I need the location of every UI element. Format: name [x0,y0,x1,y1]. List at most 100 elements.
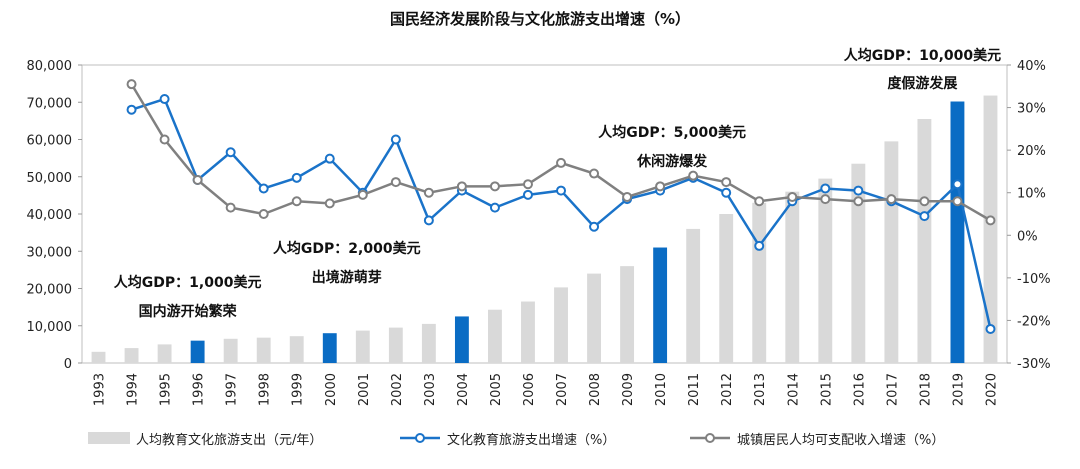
series-point [556,157,567,168]
bar [454,316,469,363]
series-point [258,209,269,219]
series-point [159,94,170,105]
series-point [192,174,203,185]
bar [256,337,271,363]
series-point [589,168,600,179]
x-tick-label: 2009 [621,373,636,406]
series-point [952,179,963,190]
series-point [754,196,765,207]
series-point [390,177,401,188]
x-tick-label: 2011 [687,373,702,406]
series-point [324,153,335,164]
annotation-label: 人均GDP：1,000美元 [114,274,262,291]
bar [851,163,866,363]
bar [554,287,568,363]
x-tick-label: 2020 [984,373,999,406]
series-point [423,187,434,198]
series-point [126,104,137,115]
bar [785,191,800,363]
right-tick-label: 30% [1017,102,1046,117]
annotation-label: 度假游发展 [887,75,957,92]
bar [587,273,601,363]
bar [91,351,106,363]
x-tick-label: 2016 [852,373,867,406]
bar [752,202,767,363]
bar [917,119,932,363]
series-point [787,191,798,202]
series-point [688,170,699,181]
legend-label: 人均教育文化旅游支出（元/年） [136,432,322,448]
series-point [291,196,302,207]
series-point [225,147,236,158]
bar [521,301,535,363]
annotation-label: 人均GDP：5,000美元 [598,124,746,141]
left-tick-label: 0 [64,357,72,372]
x-tick-label: 2014 [786,373,801,406]
legend-swatch-marker [705,433,715,443]
bar [322,333,337,363]
bar [223,338,238,363]
x-tick-label: 1993 [93,373,108,406]
bar [190,340,205,363]
series-point [423,215,434,226]
x-tick-label: 2000 [324,373,339,406]
bar [620,266,635,363]
left-axis: 0 10,000 20,000 30,000 40,000 50,000 60,000 70,… [27,59,82,372]
series-point [853,185,864,196]
right-tick-label: -30% [1017,357,1051,372]
bar [421,323,436,363]
x-tick-label: 1994 [126,373,141,406]
annotation-label: 人均GDP：2,000美元 [273,240,421,257]
annotation-label: 国内游开始繁荣 [139,303,238,320]
x-tick-label: 2018 [918,373,933,406]
series-point [820,194,831,205]
bar [355,330,370,363]
series-point [489,181,500,192]
line-series [126,79,996,334]
bar [884,141,899,363]
x-tick-label: 1995 [159,373,174,406]
right-tick-label: 0% [1017,229,1038,244]
series-point [324,198,335,209]
chart-title: 国民经济发展阶段与文化旅游支出增速（%） [390,10,690,28]
series-point [489,202,500,213]
bar [157,344,172,363]
annotation-label: 人均GDP：10,000美元 [844,47,1001,64]
right-tick-label: 20% [1017,144,1046,159]
x-tick-label: 2005 [489,373,504,406]
bar-series [91,95,998,364]
series-point [721,177,732,188]
bar [983,95,998,364]
series-point [357,189,368,200]
bar [686,228,701,363]
bar [388,327,403,363]
legend: 人均教育文化旅游支出（元/年） 文化教育旅游支出增速（%） 城镇居民人均可支配收入增… [88,432,944,448]
left-tick-label: 20,000 [27,283,73,298]
series-point [820,183,831,194]
x-tick-label: 2012 [720,373,735,406]
series-point [985,323,996,334]
left-tick-label: 10,000 [27,320,73,335]
bar [124,348,139,363]
series-point [291,172,302,183]
x-tick-label: 2006 [522,373,537,406]
x-tick-label: 2002 [390,373,405,406]
right-tick-label: 40% [1017,59,1046,74]
annotation-label: 出境游萌芽 [312,269,382,286]
x-tick-label: 1997 [225,373,240,406]
bar [818,178,833,363]
x-tick-label: 2017 [885,373,900,406]
annotation-label: 休闲游爆发 [636,153,708,170]
series-point [522,179,533,190]
series-point [919,211,930,222]
series-point [721,187,732,198]
left-tick-label: 80,000 [27,59,73,74]
bar [719,214,734,363]
left-tick-label: 70,000 [27,96,73,111]
series-point [919,196,930,207]
right-axis: -30% -20% -10% 0% 10% 20% 30% 40% [1007,59,1051,372]
series-point [258,183,269,194]
bar [488,309,502,363]
series-point [159,134,170,145]
x-tick-label: 2001 [357,373,372,406]
